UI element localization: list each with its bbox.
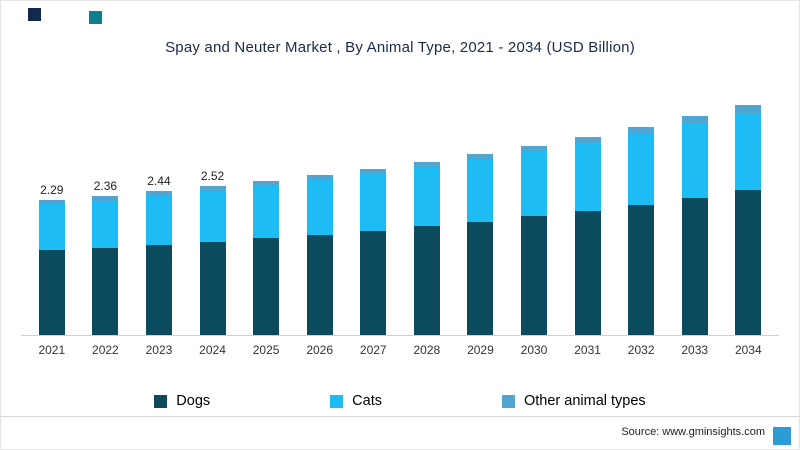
bar-column-2029 (454, 75, 508, 335)
x-tick-2027: 2027 (359, 343, 387, 357)
bar-segment-other-animal-types-2032 (628, 126, 655, 134)
bar-segment-cats-2022 (92, 200, 119, 248)
bar-column-2023: 2.44 (132, 75, 186, 335)
x-tick-2023: 2023 (145, 343, 173, 357)
bar-segment-dogs-2022 (92, 247, 119, 335)
x-tick-2028: 2028 (413, 343, 441, 357)
x-tick-2021: 2021 (38, 343, 66, 357)
bar-segment-cats-2031 (574, 143, 601, 211)
bar-column-2025 (239, 75, 293, 335)
legend-label: Dogs (176, 393, 211, 409)
legend-item-cats: Cats (330, 393, 382, 409)
x-tick-2030: 2030 (520, 343, 548, 357)
bar-segment-other-animal-types-2029 (467, 153, 494, 160)
bar-segment-dogs-2032 (628, 204, 655, 335)
bar-segment-other-animal-types-2028 (413, 161, 440, 168)
bar-segment-dogs-2024 (199, 241, 226, 335)
bar-segment-cats-2023 (145, 195, 172, 245)
legend-item-dogs: Dogs (154, 393, 210, 409)
bar-segment-cats-2030 (520, 151, 547, 217)
bar-segment-other-animal-types-2021 (38, 199, 65, 204)
bar-column-2034 (722, 75, 776, 335)
bar-segment-dogs-2021 (38, 250, 65, 335)
bar-segment-dogs-2028 (413, 226, 440, 335)
x-tick-2034: 2034 (734, 343, 762, 357)
bar-segment-cats-2033 (681, 123, 708, 198)
x-tick-2033: 2033 (681, 343, 709, 357)
bar-segment-cats-2028 (413, 167, 440, 227)
bar-segment-cats-2021 (38, 204, 65, 250)
x-tick-2022: 2022 (92, 343, 119, 357)
bar-segment-dogs-2023 (145, 244, 172, 335)
bar-segment-cats-2026 (306, 180, 333, 235)
decor-square-teal-icon (89, 11, 102, 24)
bar-segment-dogs-2030 (520, 216, 547, 335)
bar-segment-dogs-2029 (467, 221, 494, 335)
legend-swatch-icon (154, 394, 168, 408)
bars-container: 2.29 2.36 2.44 2.52 (25, 75, 775, 335)
x-tick-2024: 2024 (199, 343, 226, 357)
bar-segment-cats-2025 (253, 185, 280, 239)
source-text: Source: www.gminsights.com (621, 426, 765, 438)
x-tick-2032: 2032 (627, 343, 655, 357)
bar-segment-dogs-2033 (681, 197, 708, 335)
legend-swatch-icon (501, 394, 515, 408)
bar-segment-dogs-2025 (253, 238, 280, 335)
bar-segment-dogs-2027 (360, 230, 387, 335)
bar-segment-cats-2034 (735, 112, 762, 191)
decor-square-bottom-icon (773, 427, 791, 445)
bar-segment-other-animal-types-2033 (681, 116, 708, 124)
bar-column-2032 (614, 75, 668, 335)
x-axis-labels: 2021 2022 2023 2024 2025 2026 2027 2028 2029 2030… (25, 343, 775, 357)
x-axis-line (21, 335, 779, 336)
legend: Dogs Cats Other animal types (1, 393, 799, 409)
bar-column-2033 (668, 75, 722, 335)
bar-segment-other-animal-types-2030 (520, 145, 547, 152)
bar-total-label-2024: 2.52 (200, 169, 225, 184)
bar-column-2028 (400, 75, 454, 335)
bar-segment-other-animal-types-2022 (92, 195, 119, 201)
legend-label: Cats (352, 393, 382, 409)
legend-swatch-icon (330, 394, 344, 408)
bar-segment-dogs-2034 (735, 190, 762, 335)
bar-segment-cats-2029 (467, 159, 494, 222)
bar-total-label-2023: 2.44 (147, 174, 171, 189)
bar-column-2026 (293, 75, 347, 335)
bar-total-label-2021: 2.29 (40, 182, 64, 197)
bar-column-2027 (346, 75, 400, 335)
bar-column-2031 (561, 75, 615, 335)
footer-divider (1, 416, 799, 417)
bar-column-2030 (507, 75, 561, 335)
x-tick-2029: 2029 (467, 343, 494, 357)
bar-segment-other-animal-types-2027 (360, 168, 387, 175)
bar-column-2024: 2.52 (186, 75, 240, 335)
bar-total-label-2022: 2.36 (93, 178, 118, 193)
bar-segment-other-animal-types-2023 (145, 191, 172, 196)
bar-segment-other-animal-types-2031 (574, 136, 601, 144)
bar-segment-dogs-2026 (306, 234, 333, 335)
legend-item-other-animal-types: Other animal types (501, 393, 646, 409)
decor-square-dark-icon (28, 8, 41, 21)
bar-segment-dogs-2031 (574, 210, 601, 335)
bar-segment-cats-2024 (199, 191, 226, 242)
bar-segment-other-animal-types-2026 (306, 175, 333, 181)
bar-segment-other-animal-types-2024 (199, 186, 226, 192)
legend-label: Other animal types (523, 393, 646, 409)
bar-column-2022: 2.36 (79, 75, 133, 335)
x-tick-2031: 2031 (574, 343, 601, 357)
bar-segment-cats-2032 (628, 133, 655, 205)
bar-segment-other-animal-types-2034 (735, 104, 762, 113)
bar-segment-cats-2027 (360, 174, 387, 231)
x-tick-2025: 2025 (252, 343, 280, 357)
chart-title: Spay and Neuter Market , By Animal Type,… (165, 39, 635, 56)
bar-segment-other-animal-types-2025 (253, 181, 280, 186)
x-tick-2026: 2026 (306, 343, 334, 357)
bar-column-2021: 2.29 (25, 75, 79, 335)
